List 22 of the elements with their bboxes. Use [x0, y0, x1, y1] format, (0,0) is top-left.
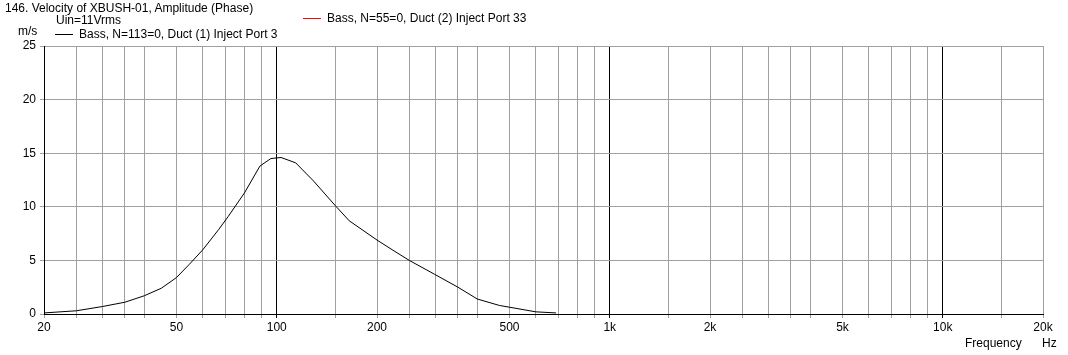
chart-title: 146. Velocity of XBUSH-01, Amplitude (Phase) [5, 1, 254, 15]
x-tick-label: 200 [366, 319, 388, 334]
x-tick-label: 2k [703, 319, 718, 334]
x-axis-title: Frequency [965, 336, 1022, 350]
legend-label: Bass, N=113=0, Duct (1) Inject Port 3 [79, 27, 278, 41]
legend-label: Bass, N=55=0, Duct (2) Inject Port 33 [327, 11, 527, 25]
chart-subtitle: Uin=11Vrms [56, 13, 122, 27]
y-tick-label: 5 [29, 252, 37, 267]
x-tick-label: 20k [1033, 319, 1054, 334]
y-tick-label: 10 [22, 199, 37, 214]
x-tick-label: 10k [933, 319, 954, 334]
x-tick-label: 5k [836, 319, 850, 334]
y-tick-label: 0 [29, 306, 37, 321]
x-tick-label: 500 [499, 319, 520, 334]
y-tick-label: 20 [22, 91, 37, 106]
x-tick-label: 1k [603, 319, 618, 334]
text: Hz [1042, 336, 1057, 350]
y-tick-label: 15 [22, 145, 37, 160]
x-tick-label: 50 [169, 319, 184, 334]
y-tick-label: 25 [22, 38, 37, 53]
x-tick-label: 100 [266, 319, 288, 334]
y-axis-title: m/s [18, 24, 38, 38]
